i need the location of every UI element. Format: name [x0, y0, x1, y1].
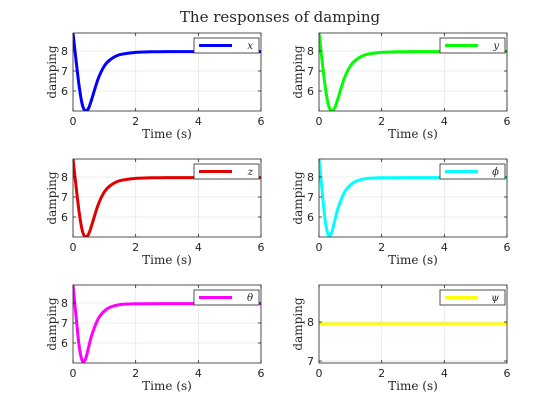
subplot-3: 0 2 4 6 6 7 8 Time (s) damping z [45, 158, 265, 267]
y-tick-label-1: 7 [307, 65, 314, 78]
axes-box [318, 284, 508, 364]
legend: x [193, 37, 260, 54]
legend-label-1: ϕ [492, 167, 499, 178]
series-line-1 [319, 159, 507, 237]
series-line-1 [73, 159, 261, 237]
series-line-1 [73, 33, 261, 111]
axes-box [72, 32, 262, 112]
axes-box [72, 284, 262, 364]
y-axis-label: damping [45, 171, 59, 224]
subplot-5: 0 2 4 6 6 7 8 Time (s) damping θ [45, 284, 265, 393]
subplot-grid: 0 2 4 6 6 7 8 Time (s) damping x 0 2 4 6 6 7 8 Time (s) da… [45, 32, 511, 393]
x-tick-label-0: 0 [70, 241, 77, 254]
series-line-1 [319, 33, 507, 111]
y-tick-label-2: 8 [61, 297, 68, 310]
x-tick-label-2: 4 [441, 367, 448, 380]
x-tick-label-0: 0 [316, 367, 323, 380]
figure-title: The responses of damping [180, 8, 381, 26]
y-tick-label-2: 8 [61, 171, 68, 184]
y-tick-label-0: 6 [61, 211, 68, 224]
x-tick-label-0: 0 [70, 367, 77, 380]
y-tick-label-1: 7 [61, 65, 68, 78]
x-tick-label-2: 4 [441, 115, 448, 128]
y-tick-label-0: 6 [61, 85, 68, 98]
x-tick-label-3: 6 [258, 367, 265, 380]
axes-box [72, 158, 262, 238]
x-tick-label-2: 4 [195, 241, 202, 254]
y-tick-label-0: 6 [61, 337, 68, 350]
subplot-6: 0 2 4 6 7 8 Time (s) damping ψ [291, 284, 511, 393]
y-tick-label-0: 6 [307, 85, 314, 98]
y-tick-label-0: 6 [307, 211, 314, 224]
x-tick-label-3: 6 [504, 115, 511, 128]
legend-label-1: x [247, 41, 253, 52]
x-tick-label-3: 6 [504, 241, 511, 254]
subplot-4: 0 2 4 6 6 7 8 Time (s) damping ϕ [291, 158, 511, 267]
y-tick-label-1: 7 [307, 191, 314, 204]
x-tick-label-1: 2 [378, 115, 385, 128]
x-axis-label: Time (s) [142, 253, 192, 267]
x-axis-label: Time (s) [388, 127, 438, 141]
x-tick-label-0: 0 [70, 115, 77, 128]
x-tick-label-0: 0 [316, 115, 323, 128]
legend-label-1: z [247, 167, 254, 178]
y-tick-label-1: 8 [307, 316, 314, 329]
y-axis-label: damping [291, 297, 305, 350]
legend: ψ [439, 289, 506, 306]
x-axis-label: Time (s) [142, 379, 192, 393]
legend: θ [193, 289, 260, 306]
x-tick-label-1: 2 [132, 367, 139, 380]
y-tick-label-1: 7 [61, 317, 68, 330]
y-tick-label-1: 7 [61, 191, 68, 204]
x-tick-label-1: 2 [132, 241, 139, 254]
y-axis-label: damping [291, 171, 305, 224]
x-axis-label: Time (s) [388, 253, 438, 267]
x-tick-label-2: 4 [441, 241, 448, 254]
y-axis-label: damping [291, 45, 305, 98]
legend-label-1: ψ [491, 293, 499, 304]
x-tick-label-0: 0 [316, 241, 323, 254]
x-axis-label: Time (s) [388, 379, 438, 393]
subplot-1: 0 2 4 6 6 7 8 Time (s) damping x [45, 32, 265, 141]
y-tick-label-2: 8 [61, 45, 68, 58]
x-tick-label-1: 2 [132, 115, 139, 128]
legend-label-1: y [492, 41, 499, 52]
series-line-1 [73, 285, 261, 363]
y-tick-label-0: 7 [307, 355, 314, 368]
legend: z [193, 163, 260, 180]
y-axis-label: damping [45, 45, 59, 98]
legend-label-1: θ [247, 293, 253, 304]
axes-box [318, 32, 508, 112]
y-tick-label-2: 8 [307, 45, 314, 58]
legend: y [439, 37, 506, 54]
y-tick-label-2: 8 [307, 171, 314, 184]
subplot-2: 0 2 4 6 6 7 8 Time (s) damping y [291, 32, 511, 141]
x-tick-label-3: 6 [258, 115, 265, 128]
x-tick-label-2: 4 [195, 367, 202, 380]
x-tick-label-1: 2 [378, 241, 385, 254]
y-axis-label: damping [45, 297, 59, 350]
x-tick-label-3: 6 [504, 367, 511, 380]
x-tick-label-3: 6 [258, 241, 265, 254]
x-tick-label-1: 2 [378, 367, 385, 380]
legend: ϕ [439, 163, 506, 180]
x-tick-label-2: 4 [195, 115, 202, 128]
x-axis-label: Time (s) [142, 127, 192, 141]
axes-box [318, 158, 508, 238]
